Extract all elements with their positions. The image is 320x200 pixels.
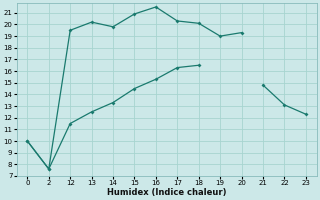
X-axis label: Humidex (Indice chaleur): Humidex (Indice chaleur) — [107, 188, 226, 197]
